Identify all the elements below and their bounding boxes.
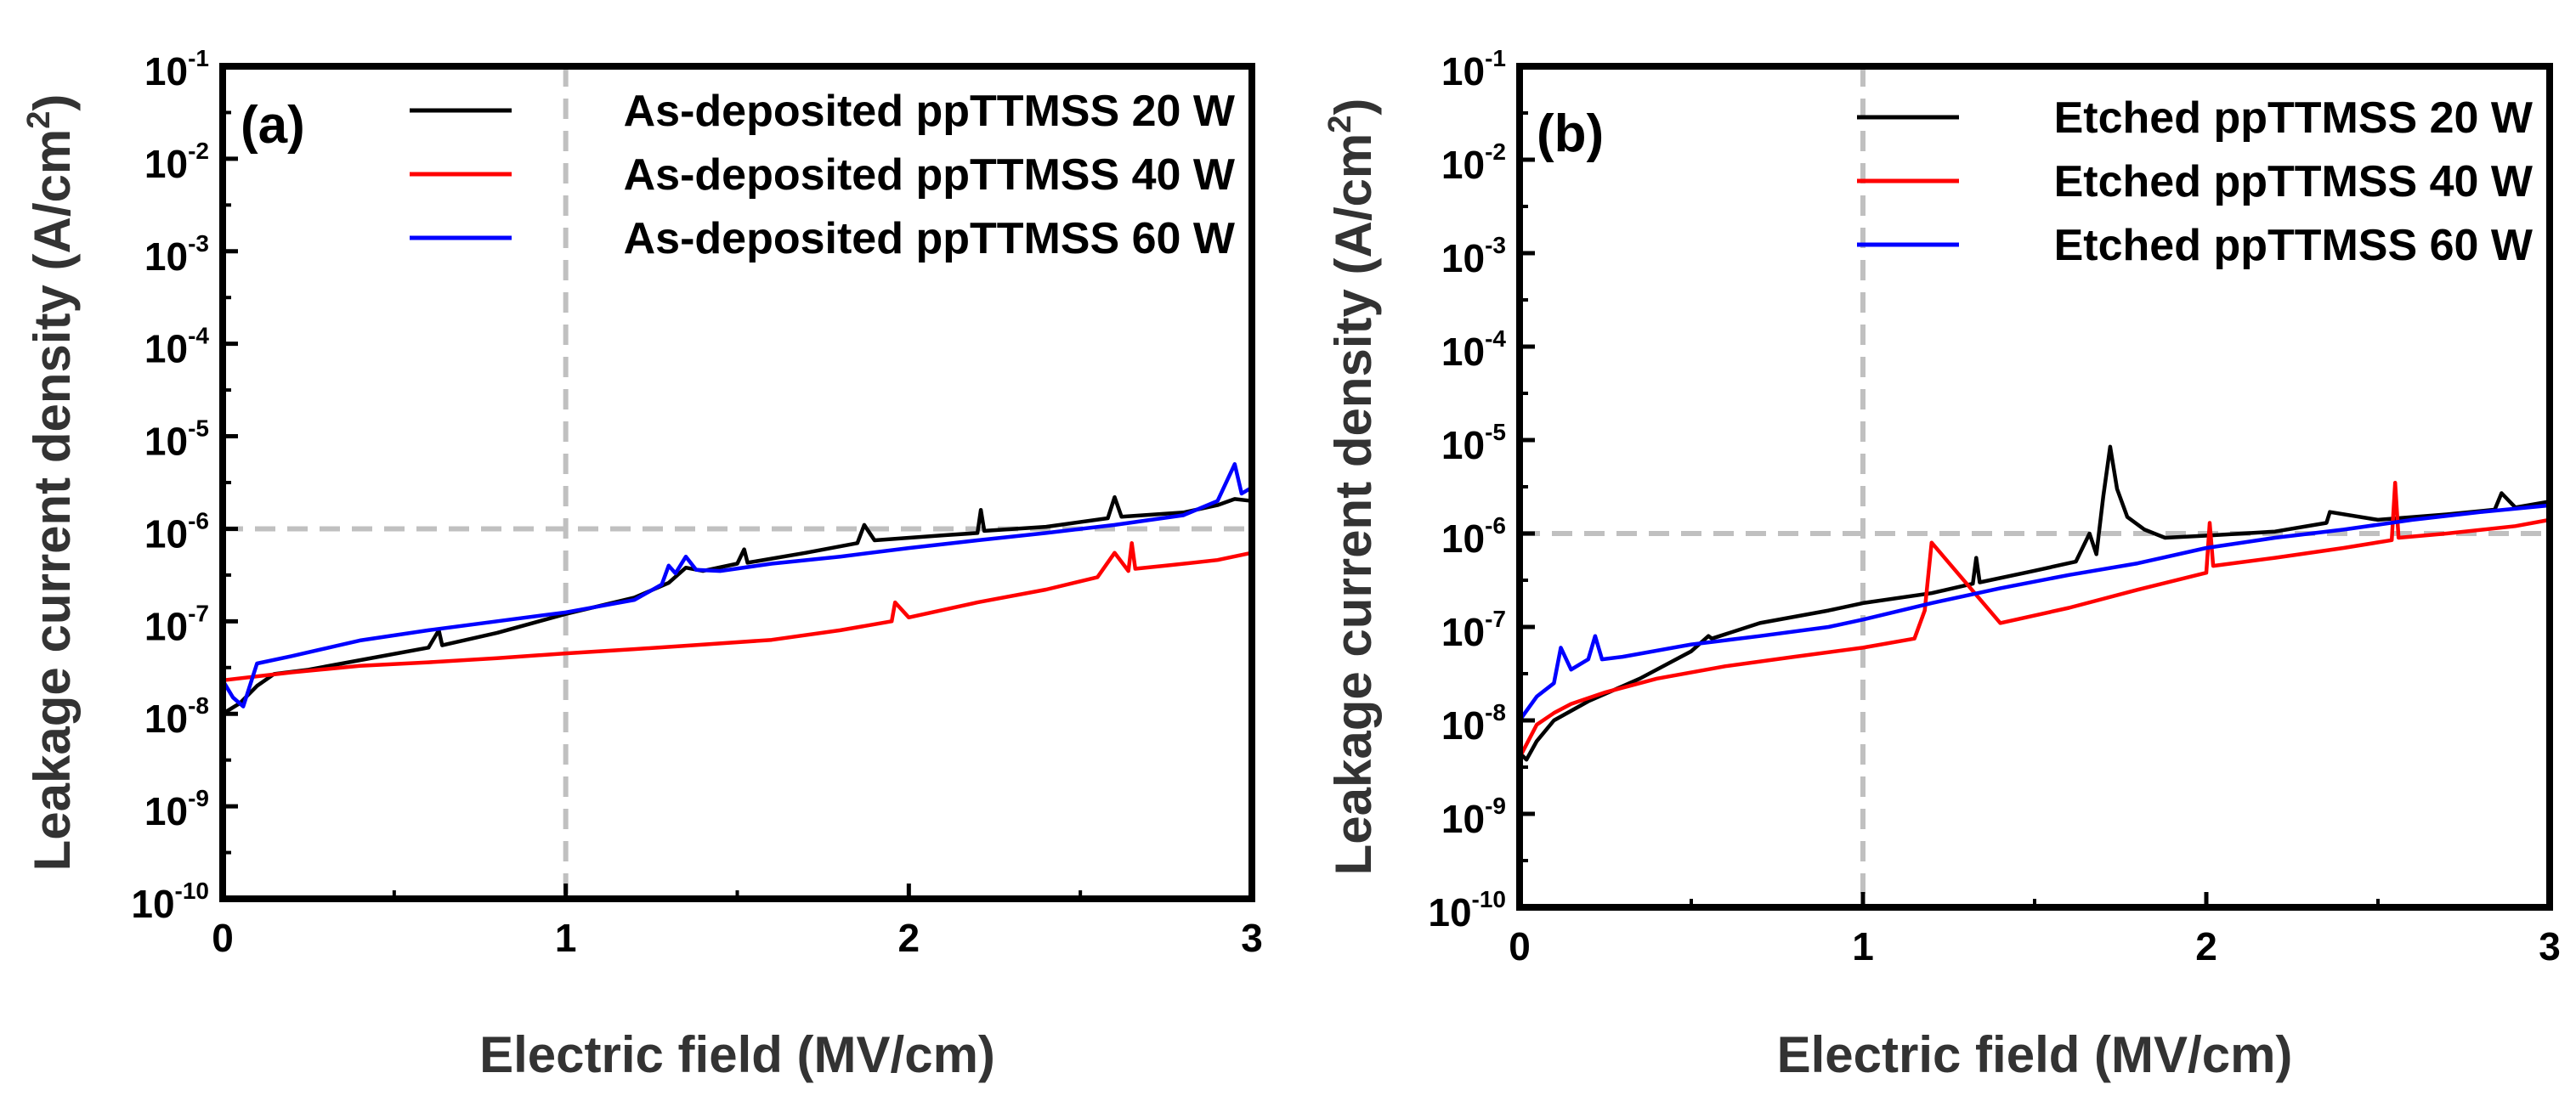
y-tick-label: 10-2 [144,138,209,186]
legend-label-1: As-deposited ppTTMSS 20 W [624,87,1236,136]
x-tick-label: 0 [212,916,234,960]
y-tick-base: 10 [1428,890,1471,934]
y-tick-exponent: -2 [1485,138,1506,165]
y-axis-title-end: ) [1325,99,1382,116]
y-tick-base: 10 [1441,703,1485,748]
y-tick-base: 10 [1441,330,1485,374]
y-tick-label: 10-9 [1441,793,1506,841]
legend-label-2: As-deposited ppTTMSS 40 W [624,150,1236,200]
legend-label-3: As-deposited ppTTMSS 60 W [624,214,1236,263]
y-tick-exponent: -1 [1485,45,1506,71]
y-tick-exponent: -7 [1485,606,1506,632]
y-tick-base: 10 [144,49,188,93]
y-tick-base: 10 [144,234,188,279]
y-tick-base: 10 [144,789,188,833]
y-tick-label: 10-3 [1441,232,1506,280]
y-tick-base: 10 [144,420,188,464]
y-tick-base: 10 [1441,49,1485,93]
series-line-2 [1518,480,2551,759]
y-tick-exponent: -4 [188,323,209,349]
y-axis-title: Leakage current density (A/cm2) [21,94,81,872]
y-tick-label: 10-10 [1428,886,1506,934]
legend-label-2: Etched ppTTMSS 40 W [2054,157,2534,206]
y-tick-base: 10 [1441,143,1485,187]
y-tick-exponent: -9 [188,785,209,811]
y-tick-base: 10 [144,604,188,648]
y-axis-title-end: ) [24,94,81,111]
x-tick-label: 3 [1241,916,1263,960]
y-tick-exponent: -7 [188,600,209,626]
y-tick-label: 10-6 [144,507,209,556]
y-tick-exponent: -6 [188,507,209,534]
x-axis-title: Electric field (MV/cm) [479,1026,995,1083]
y-tick-label: 10-5 [144,415,209,464]
x-axis-title: Electric field (MV/cm) [1777,1026,2293,1083]
x-tick-label: 2 [2195,924,2217,968]
x-tick-label: 1 [1852,924,1874,968]
x-tick-label: 2 [898,916,920,960]
y-tick-exponent: -8 [188,692,209,719]
y-tick-label: 10-8 [144,692,209,741]
y-tick-exponent: -2 [188,138,209,164]
y-axis-title-superscript: 2 [21,111,57,129]
y-tick-exponent: -1 [188,45,209,71]
y-axis-title-main: Leakage current density (A/cm [1325,133,1382,876]
y-tick-label: 10-8 [1441,699,1506,748]
panel-b: 10-110-210-310-410-510-610-710-810-910-1… [1322,45,2561,1083]
y-tick-exponent: -5 [188,415,209,442]
y-tick-label: 10-1 [1441,45,1506,93]
panel-label: (a) [241,96,305,155]
y-axis-title-main: Leakage current density (A/cm [24,129,81,872]
y-tick-base: 10 [144,327,188,371]
y-tick-base: 10 [1441,517,1485,561]
legend-label-3: Etched ppTTMSS 60 W [2054,221,2534,270]
y-tick-label: 10-9 [144,785,209,833]
y-tick-exponent: -3 [188,230,209,257]
y-tick-base: 10 [144,511,188,556]
y-tick-exponent: -9 [1485,793,1506,819]
series-line-2 [222,541,1253,683]
y-tick-base: 10 [131,882,174,926]
y-tick-base: 10 [144,697,188,741]
y-tick-exponent: -6 [1485,512,1506,539]
series-line-1 [1518,444,2551,762]
y-tick-label: 10-7 [1441,606,1506,654]
y-tick-exponent: -10 [1472,886,1506,912]
y-tick-exponent: -10 [175,878,209,904]
y-tick-label: 10-4 [144,323,209,371]
y-tick-exponent: -4 [1485,325,1506,352]
x-tick-label: 3 [2539,924,2561,968]
y-tick-base: 10 [1441,423,1485,467]
y-axis-title-superscript: 2 [1322,116,1358,133]
y-axis-title: Leakage current density (A/cm2) [1322,99,1382,876]
y-tick-exponent: -8 [1485,699,1506,726]
series-line-1 [221,494,1253,716]
y-tick-label: 10-3 [144,230,209,279]
x-tick-label: 0 [1509,924,1531,968]
y-tick-label: 10-2 [1441,138,1506,187]
legend-label-1: Etched ppTTMSS 20 W [2054,93,2534,143]
y-tick-base: 10 [1441,236,1485,280]
series-line-3 [1518,503,2551,722]
y-tick-label: 10-4 [1441,325,1506,374]
panel-a: 10-110-210-310-410-510-610-710-810-910-1… [21,45,1263,1083]
y-tick-label: 10-6 [1441,512,1506,561]
y-tick-base: 10 [1441,797,1485,841]
y-tick-label: 10-1 [144,45,209,93]
series-line-3 [221,462,1254,709]
panel-label: (b) [1537,104,1604,163]
y-tick-base: 10 [144,142,188,186]
y-tick-exponent: -5 [1485,419,1506,445]
y-tick-label: 10-10 [131,878,209,926]
y-tick-label: 10-5 [1441,419,1506,467]
x-tick-label: 1 [555,916,577,960]
y-tick-base: 10 [1441,610,1485,654]
y-tick-label: 10-7 [144,600,209,648]
y-tick-exponent: -3 [1485,232,1506,258]
